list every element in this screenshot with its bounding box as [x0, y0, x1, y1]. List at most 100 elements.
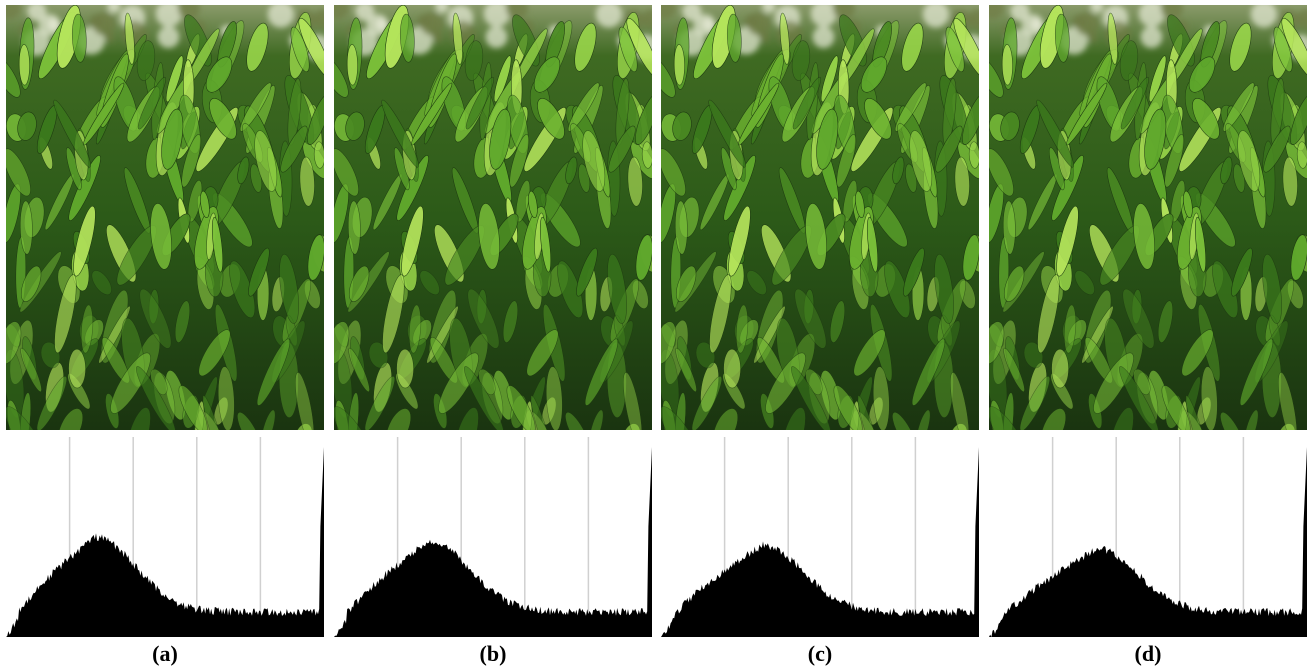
leaf: [294, 423, 313, 430]
leaf: [903, 247, 925, 297]
leaf: [1290, 234, 1307, 281]
bokeh: [505, 5, 529, 20]
leaf: [502, 300, 519, 343]
leaf: [290, 26, 310, 73]
leaf: [576, 247, 598, 297]
leaf: [934, 253, 954, 324]
leaf: [675, 265, 697, 302]
leaf: [178, 385, 208, 430]
bokeh: [483, 5, 510, 28]
bokeh: [267, 5, 295, 28]
leaf: [1001, 44, 1013, 86]
bokeh: [27, 5, 47, 21]
leaf: [334, 406, 376, 430]
photo: [334, 5, 652, 430]
leaf: [334, 148, 359, 197]
leaf: [709, 274, 732, 354]
leaf: [567, 82, 600, 132]
bokeh: [989, 5, 1005, 19]
leaf: [1188, 56, 1216, 93]
leaf: [1263, 125, 1291, 173]
leaf: [209, 98, 237, 140]
leaf: [382, 274, 405, 354]
leaf: [1109, 407, 1134, 430]
bokeh: [313, 9, 324, 29]
leaf: [1281, 17, 1307, 79]
leaf: [506, 385, 536, 430]
leaf: [565, 156, 578, 185]
leaf: [246, 22, 269, 72]
leaf: [71, 13, 87, 63]
leaf: [1220, 411, 1245, 430]
leaf: [348, 265, 370, 302]
leaf: [509, 134, 530, 188]
leaf: [1296, 141, 1307, 169]
leaf: [781, 407, 806, 430]
leaf: [661, 56, 676, 98]
panel-label: (b): [480, 641, 507, 666]
leaf: [57, 408, 84, 430]
leaf: [348, 347, 370, 393]
leaf: [17, 111, 37, 141]
leaf: [256, 338, 291, 406]
leaf: [1063, 304, 1077, 354]
leaf: [381, 99, 420, 168]
leaf: [864, 98, 892, 140]
leaf: [916, 409, 931, 430]
leaf: [346, 44, 358, 86]
photo: [661, 5, 979, 430]
leaf: [467, 288, 500, 349]
leaf: [855, 190, 865, 219]
panel-label: (d): [1135, 641, 1162, 666]
leaf: [1051, 348, 1069, 389]
leaf: [345, 111, 365, 141]
leaf: [237, 411, 262, 430]
leaf: [589, 409, 604, 430]
leaf: [202, 395, 227, 430]
leaf: [1003, 347, 1025, 393]
histogram: [6, 447, 324, 637]
leaf: [239, 82, 272, 132]
leaf: [1003, 265, 1025, 302]
leaf: [989, 56, 1004, 98]
leaf: [674, 200, 688, 255]
histogram: [661, 447, 979, 637]
leaf: [299, 156, 315, 207]
leaf: [962, 93, 979, 145]
leaf: [6, 321, 22, 365]
leaf: [911, 338, 946, 406]
leaf: [853, 329, 886, 377]
leaf: [712, 408, 739, 430]
leaf: [1282, 156, 1298, 207]
leaf: [334, 56, 349, 98]
leaf: [1192, 98, 1220, 140]
leaf: [792, 76, 821, 130]
leaf: [465, 76, 494, 130]
leaf: [53, 99, 92, 168]
panel: (c): [661, 5, 979, 666]
leaf: [280, 125, 308, 173]
leaf: [364, 375, 396, 430]
leaf: [124, 12, 135, 65]
leaf: [1262, 253, 1282, 324]
leaf: [626, 17, 652, 79]
bokeh: [417, 14, 432, 29]
leaf: [836, 134, 857, 188]
leaf: [1056, 205, 1079, 277]
leaf: [1194, 216, 1207, 273]
leaf: [641, 141, 652, 169]
leaf: [968, 141, 979, 169]
leaf: [181, 134, 202, 188]
leaf: [248, 247, 270, 297]
leaf: [165, 55, 184, 103]
bokeh: [832, 5, 856, 20]
leaf: [901, 22, 924, 72]
panel: (a): [6, 5, 324, 666]
leaf: [68, 348, 86, 389]
leaf: [618, 26, 638, 73]
leaf: [794, 288, 827, 349]
leaf: [691, 375, 723, 430]
leaf: [539, 216, 552, 273]
leaf: [452, 12, 463, 65]
leaf: [989, 321, 1005, 365]
